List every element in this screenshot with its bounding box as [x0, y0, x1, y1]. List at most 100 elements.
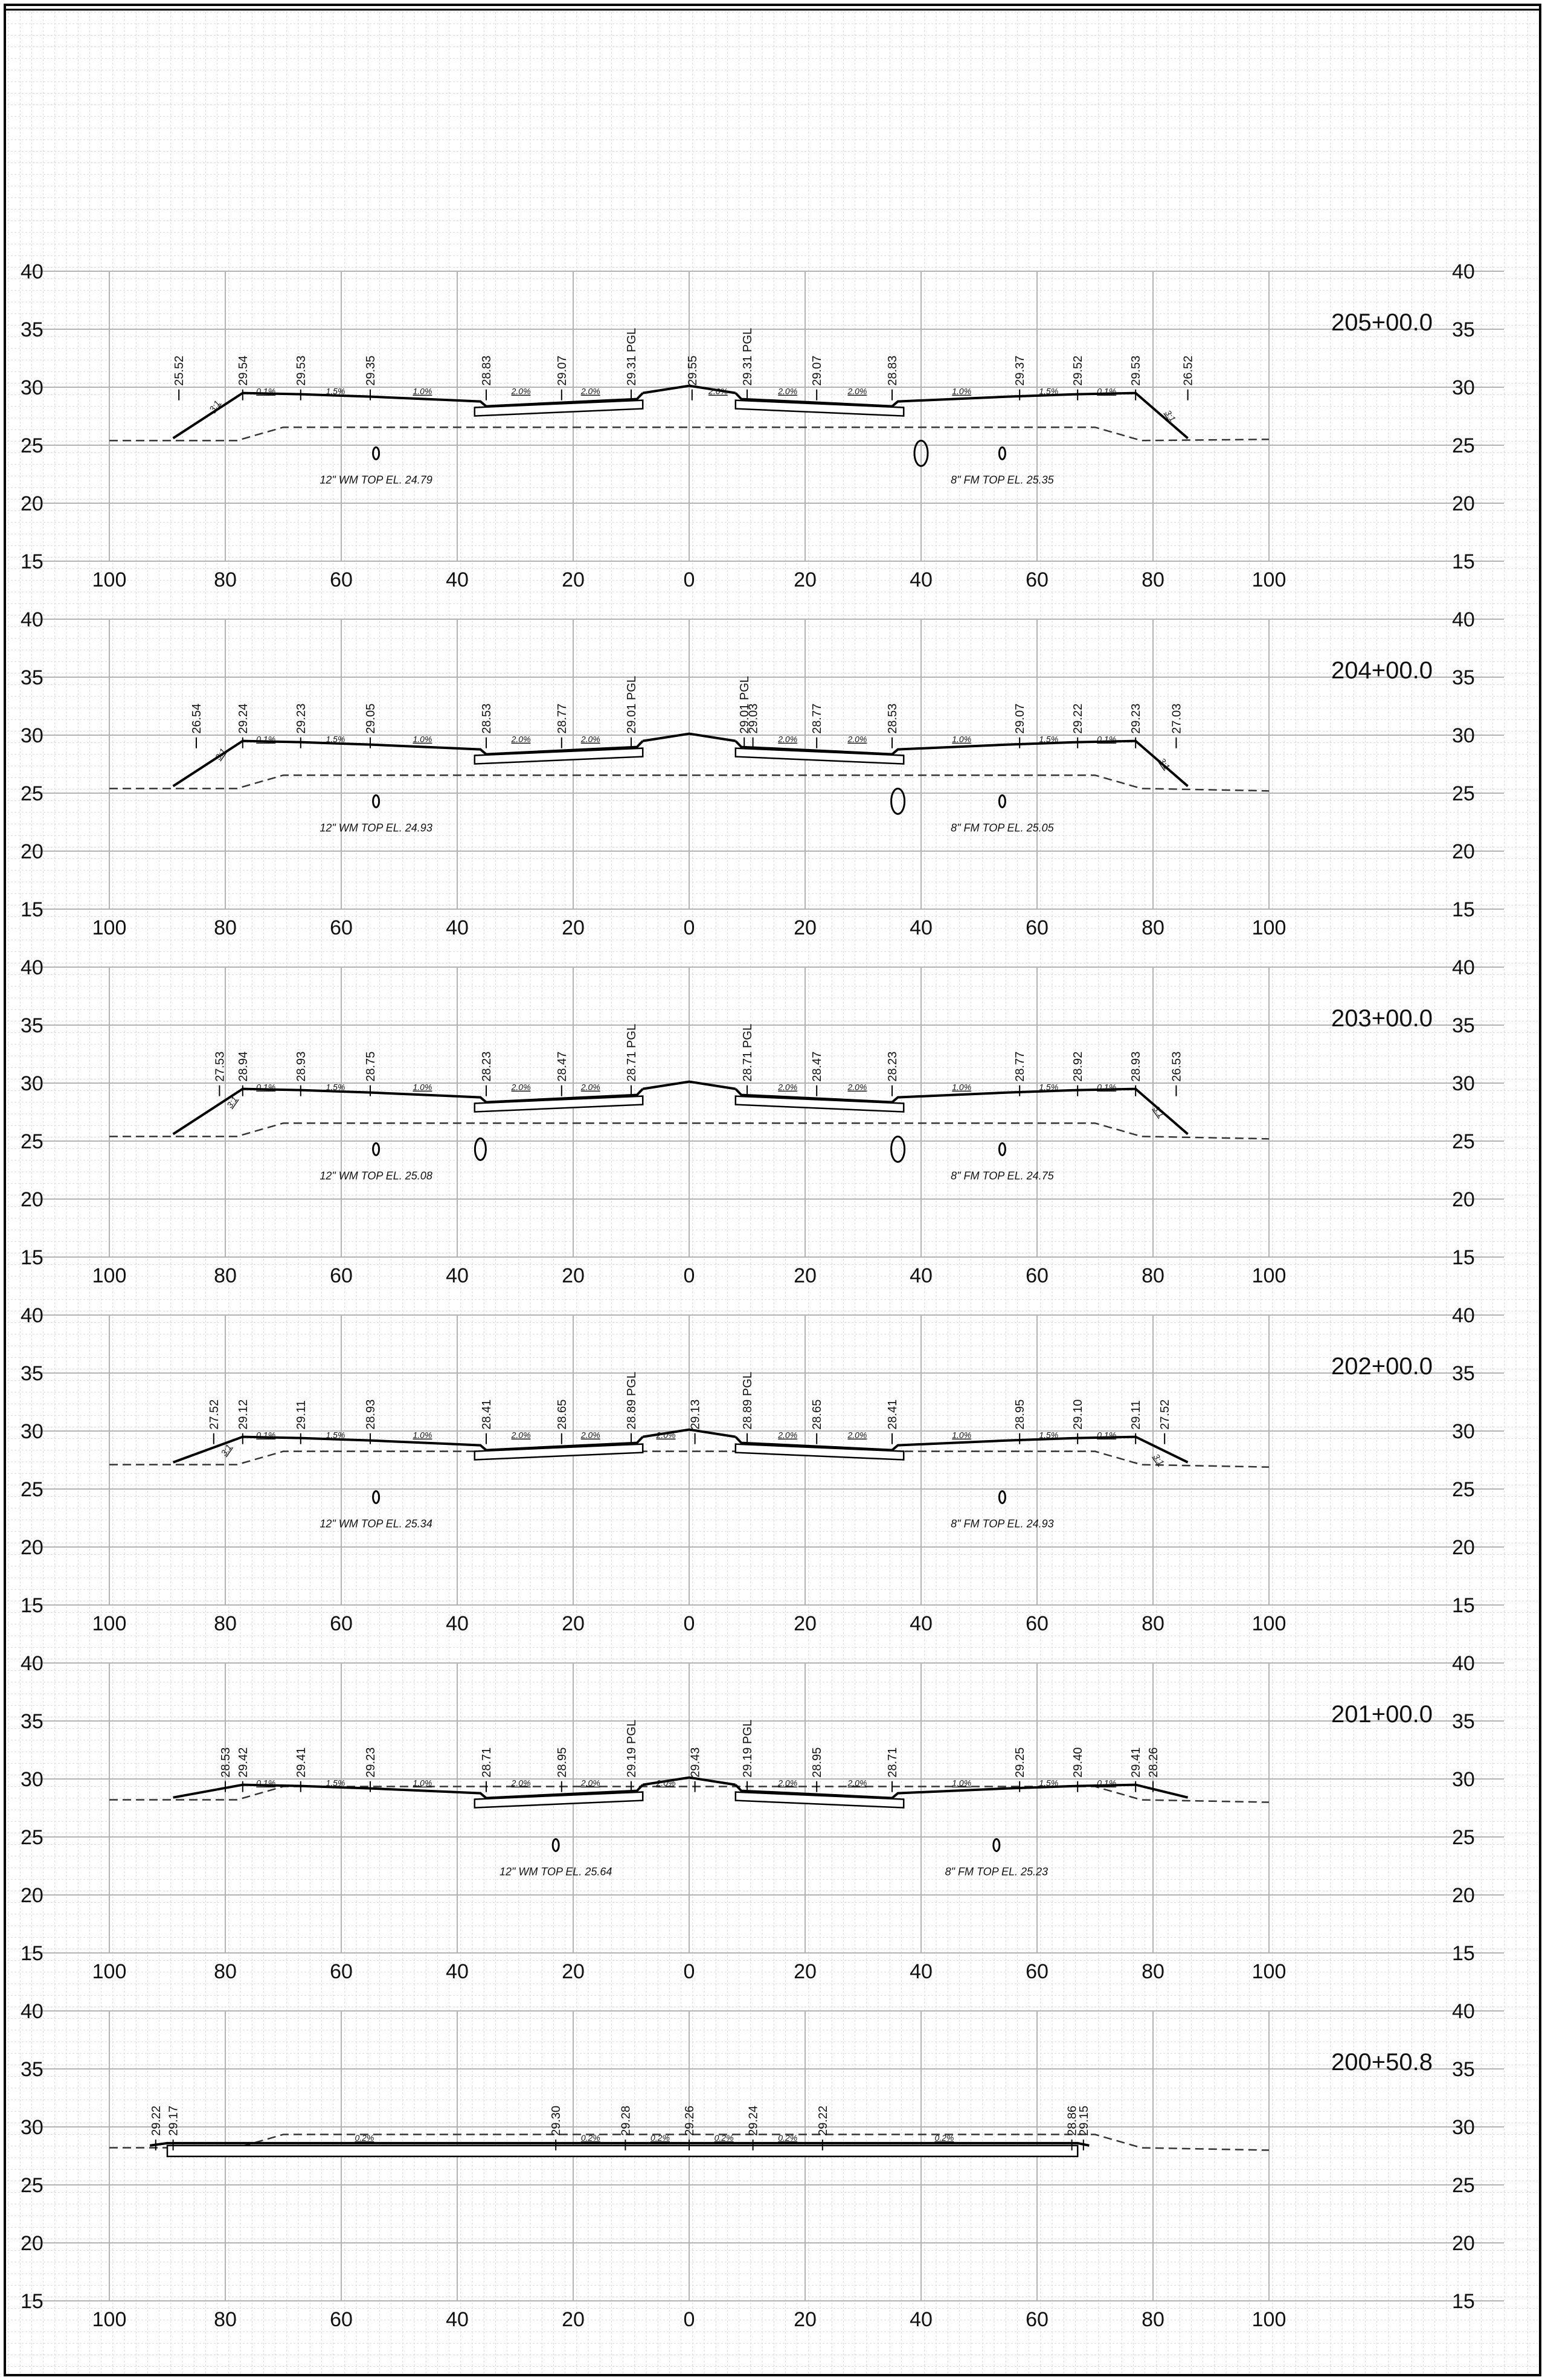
elevation-label-left: 40: [21, 1304, 43, 1327]
offset-label: 80: [214, 916, 237, 939]
elevation-label-right: 35: [1452, 318, 1475, 341]
offset-label: 20: [562, 2308, 585, 2331]
elevation-label-left: 35: [21, 2058, 43, 2081]
elevation-label-left: 30: [21, 1072, 43, 1095]
slope-label: 2.0%: [511, 1082, 531, 1092]
section-major-grid: [24, 619, 1504, 910]
slope-label: 2.0%: [656, 1778, 676, 1788]
elevation-callout: 28.95: [811, 1748, 824, 1778]
elevation-callout: 29.31 PGL: [741, 328, 754, 386]
elevation-callout: 29.24: [747, 2106, 760, 2136]
offset-label: 40: [910, 916, 933, 939]
elevation-callout: 28.95: [556, 1748, 569, 1778]
slope-label: 1.5%: [1039, 1430, 1058, 1440]
pavement-slab-right: [734, 1443, 905, 1461]
slope-label: 1.5%: [326, 735, 345, 744]
offset-label: 40: [910, 1612, 933, 1635]
elevation-label-right: 35: [1452, 2058, 1475, 2081]
sheet-border: [4, 4, 1541, 2376]
elevation-label-left: 25: [21, 1130, 43, 1153]
offset-label: 20: [794, 1612, 817, 1635]
elevation-label-right: 15: [1452, 1246, 1475, 1269]
elevation-callout: 29.11: [1129, 1400, 1143, 1430]
elevation-label-right: 30: [1452, 1768, 1475, 1791]
drain-pipe: [913, 439, 929, 467]
elevation-callout: 28.95: [1013, 1400, 1027, 1430]
elevation-callout: 28.93: [1129, 1052, 1143, 1082]
offset-label: 100: [92, 2308, 127, 2331]
station-label: 204+00.0: [1331, 657, 1433, 684]
offset-label: 0: [684, 916, 695, 939]
slope-label: 1.5%: [326, 1430, 345, 1440]
slope-label: 2.0%: [511, 1778, 531, 1788]
design-crown: [642, 384, 736, 394]
drain-pipe: [890, 787, 906, 815]
elevation-label-right: 40: [1452, 956, 1475, 979]
elevation-callout: 28.71 PGL: [625, 1024, 638, 1082]
elevation-label-right: 40: [1452, 1652, 1475, 1675]
slope-label: 1.0%: [952, 1082, 971, 1092]
elevation-callout: 29.01 PGL: [625, 676, 638, 734]
elevation-label-right: 20: [1452, 840, 1475, 863]
elevation-callout: 29.35: [364, 356, 377, 386]
slope-label: 0.2%: [650, 2133, 670, 2143]
elevation-callout: 26.53: [1170, 1052, 1183, 1082]
elevation-callout: 26.54: [190, 704, 204, 734]
elevation-label-left: 15: [21, 898, 43, 921]
elevation-callout: 28.89 PGL: [741, 1372, 754, 1430]
elevation-callout: 28.41: [480, 1400, 493, 1430]
elevation-callout: 28.71: [480, 1748, 493, 1778]
slope-label: 1.0%: [952, 1778, 971, 1788]
offset-label: 60: [1026, 2308, 1049, 2331]
station-label: 205+00.0: [1331, 309, 1433, 336]
side-slope-label: 3:1: [1152, 1104, 1166, 1119]
slope-label: 1.0%: [413, 1778, 432, 1788]
design-surface-left: [173, 1783, 644, 1799]
design-crown: [642, 1428, 736, 1438]
water-main-pipe: [372, 1490, 381, 1504]
existing-ground-line: [109, 1122, 1270, 1140]
offset-label: 100: [92, 1264, 127, 1287]
elevation-callout: 28.92: [1071, 1052, 1085, 1082]
offset-label: 0: [684, 1264, 695, 1287]
elevation-label-left: 35: [21, 1014, 43, 1037]
water-main-pipe: [372, 446, 381, 460]
elevation-callout: 28.75: [364, 1052, 377, 1082]
slope-label: 2.0%: [847, 735, 867, 744]
elevation-label-right: 20: [1452, 1188, 1475, 1211]
offset-label: 80: [214, 1264, 237, 1287]
elevation-callout: 29.52: [1071, 356, 1085, 386]
water-main-pipe: [372, 1142, 381, 1156]
slope-label: 1.0%: [413, 1430, 432, 1440]
elevation-label-right: 40: [1452, 608, 1475, 631]
elevation-label-left: 40: [21, 1652, 43, 1675]
offset-label: 60: [330, 1960, 353, 1983]
slope-label: 1.0%: [952, 735, 971, 744]
elevation-label-right: 15: [1452, 2290, 1475, 2313]
elevation-callout: 29.05: [364, 704, 377, 734]
elevation-label-left: 35: [21, 666, 43, 689]
offset-label: 20: [794, 568, 817, 591]
offset-label: 60: [1026, 1612, 1049, 1635]
elevation-callout: 27.52: [208, 1400, 221, 1430]
slope-label: 0.1%: [256, 1082, 275, 1092]
elevation-callout: 29.15: [1078, 2106, 1091, 2136]
slope-label: 1.5%: [1039, 1082, 1058, 1092]
elevation-label-left: 20: [21, 840, 43, 863]
offset-label: 40: [910, 1264, 933, 1287]
slope-label: 2.0%: [580, 735, 600, 744]
elevation-callout: 28.77: [1013, 1052, 1027, 1082]
elevation-label-right: 40: [1452, 260, 1475, 283]
drain-pipe: [474, 1137, 487, 1161]
slope-label: 0.1%: [1097, 387, 1116, 396]
offset-label: 20: [562, 1960, 585, 1983]
elevation-callout: 28.83: [886, 356, 899, 386]
offset-label: 20: [562, 916, 585, 939]
elevation-label-right: 30: [1452, 1072, 1475, 1095]
elevation-callout: 29.17: [167, 2106, 181, 2136]
slope-label: 1.0%: [413, 1082, 432, 1092]
elevation-callout: 28.23: [886, 1052, 899, 1082]
slope-label: 2.0%: [777, 1430, 797, 1440]
elevation-callout: 29.19 PGL: [741, 1720, 754, 1778]
